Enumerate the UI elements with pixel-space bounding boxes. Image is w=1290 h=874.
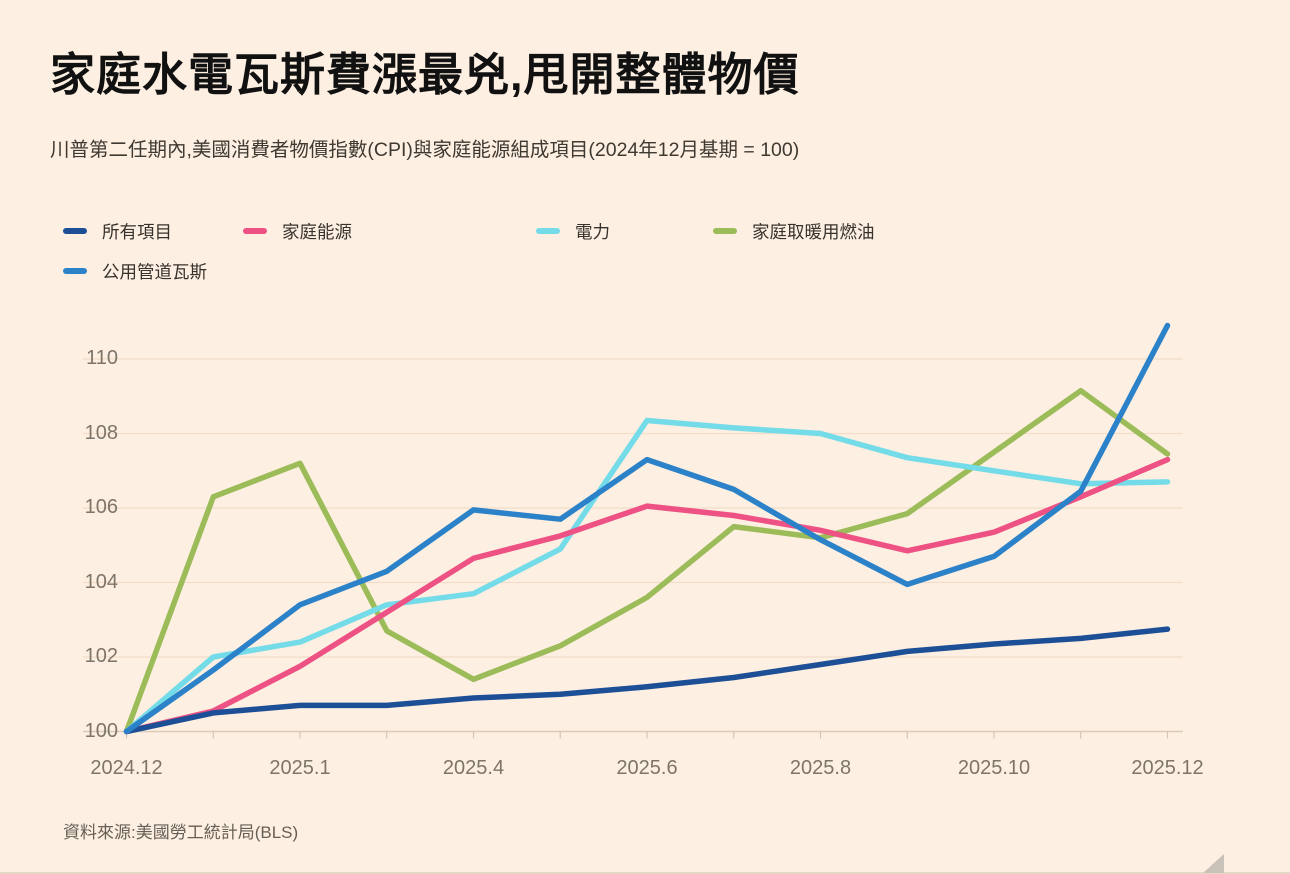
- y-tick-label-108: 108: [84, 421, 118, 444]
- resize-grip-icon[interactable]: [1203, 854, 1224, 873]
- legend-swatch-electricity: [536, 228, 560, 234]
- legend: 所有項目 家庭能源 電力 家庭取暖用燃油公用管道瓦斯: [63, 219, 1223, 301]
- series-line-household-energy: [123, 456, 1171, 735]
- source-note: 資料來源:美國勞工統計局(BLS): [63, 823, 299, 842]
- x-tick-label-2025.6: 2025.6: [616, 757, 678, 779]
- legend-item-heating-fuel-oil: 家庭取暖用燃油: [713, 219, 875, 243]
- y-tick-label-102: 102: [84, 645, 118, 667]
- series-line-electricity: [123, 417, 1171, 735]
- series-line-all-items: [123, 626, 1171, 735]
- chart-title: 家庭水電瓦斯費漲最兇,甩開整體物價: [50, 49, 800, 100]
- x-tick-label-2025.8: 2025.8: [789, 757, 852, 779]
- chart-subtitle: 川普第二任期內,美國消費者物價指數(CPI)與家庭能源組成項目(2024年12月…: [50, 139, 800, 161]
- y-tick-label-106: 106: [84, 496, 118, 518]
- x-tick-label-2025.10: 2025.10: [957, 757, 1031, 779]
- legend-swatch-household-energy: [243, 228, 267, 234]
- x-tick-label-2025.12: 2025.12: [1131, 757, 1204, 779]
- legend-swatch-piped-gas: [63, 268, 87, 274]
- legend-label-electricity: 電力: [575, 221, 610, 242]
- legend-item-piped-gas: 公用管道瓦斯: [63, 259, 207, 283]
- legend-label-all-items: 所有項目: [102, 221, 172, 242]
- y-tick-label-110: 110: [86, 347, 118, 369]
- x-tick-label-2024.12: 2024.12: [90, 757, 163, 779]
- x-tick-label-2025.4: 2025.4: [442, 757, 505, 779]
- legend-label-piped-gas: 公用管道瓦斯: [102, 261, 207, 282]
- y-tick-label-104: 104: [84, 570, 118, 593]
- legend-item-all-items: 所有項目: [63, 219, 172, 243]
- legend-label-household-energy: 家庭能源: [282, 221, 352, 242]
- legend-swatch-all-items: [63, 228, 87, 234]
- legend-item-electricity: 電力: [536, 219, 610, 243]
- legend-label-heating-fuel-oil: 家庭取暖用燃油: [752, 221, 875, 242]
- y-tick-label-100: 100: [84, 719, 118, 742]
- legend-item-household-energy: 家庭能源: [243, 219, 352, 243]
- series-line-piped-gas: [123, 322, 1171, 735]
- legend-swatch-heating-fuel-oil: [713, 228, 737, 234]
- bottom-edge-divider: [0, 872, 1290, 874]
- x-tick-label-2025.1: 2025.1: [269, 757, 331, 779]
- series-line-heating-fuel-oil: [123, 387, 1171, 735]
